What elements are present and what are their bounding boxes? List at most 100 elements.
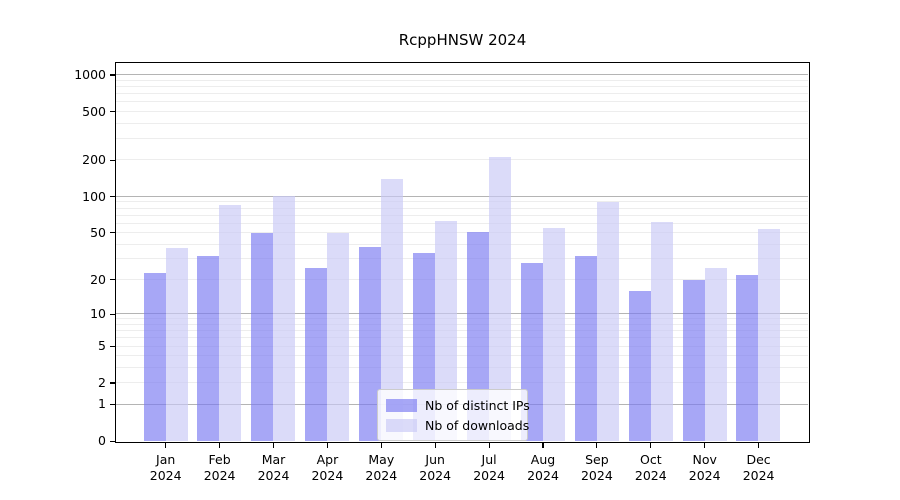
x-tick-mark <box>704 443 706 448</box>
x-label-month: Jan <box>156 452 176 467</box>
bar-distinct-ips-feb <box>197 255 220 441</box>
x-label-year: 2024 <box>634 467 667 483</box>
y-tick-label: 10 <box>90 306 106 322</box>
x-tick-label: Jan 2024 <box>131 452 201 483</box>
x-label-month: May <box>368 452 395 467</box>
bar-downloads-apr <box>327 232 350 441</box>
x-tick-mark <box>272 443 275 448</box>
x-label-month: Oct <box>639 452 662 467</box>
y-tick-mark <box>110 159 115 161</box>
x-label-month: Dec <box>746 452 771 467</box>
x-tick-mark <box>542 443 544 448</box>
y-tick-mark <box>110 195 115 198</box>
gridline-minor <box>116 138 808 139</box>
y-tick-mark <box>110 313 115 315</box>
gridline-minor <box>116 101 808 103</box>
gridline-minor <box>116 330 808 332</box>
x-label-month: Aug <box>530 452 556 467</box>
y-tick-label: 2 <box>98 374 106 390</box>
y-tick-label: 500 <box>82 103 106 119</box>
gridline-minor <box>116 222 808 224</box>
y-tick-mark <box>110 74 115 76</box>
x-label-month: Mar <box>261 452 286 467</box>
legend-swatch-distinct-ips <box>386 398 417 412</box>
gridline-minor <box>116 318 808 320</box>
bar-distinct-ips-sep <box>574 255 597 441</box>
y-tick-label: 0 <box>98 433 106 449</box>
bar-downloads-jun <box>435 220 457 441</box>
gridline-minor <box>116 122 808 124</box>
x-tick-mark <box>596 443 598 448</box>
gridline-minor <box>116 93 808 95</box>
gridline-minor <box>116 232 808 234</box>
x-tick-label: Dec 2024 <box>724 452 794 483</box>
bar-downloads-aug <box>542 227 565 441</box>
x-tick-mark <box>758 443 760 448</box>
x-label-month: Jul <box>481 452 497 467</box>
x-label-month: Feb <box>208 452 231 467</box>
legend: Nb of distinct IPs Nb of downloads <box>377 389 530 441</box>
plot-inner <box>116 63 808 441</box>
x-label-year: 2024 <box>257 467 290 483</box>
gridline-minor <box>116 367 808 369</box>
gridline-minor <box>116 159 808 161</box>
bar-downloads-jan <box>165 248 188 441</box>
x-label-year: 2024 <box>419 467 452 483</box>
bar-downloads-jul <box>488 157 511 441</box>
x-tick-label: Apr 2024 <box>292 452 362 483</box>
bar-distinct-ips-apr <box>305 268 328 441</box>
y-tick-mark <box>110 440 115 442</box>
gridline-major <box>116 313 808 315</box>
gridline-minor <box>116 86 808 88</box>
x-tick-mark <box>219 443 221 448</box>
x-label-year: 2024 <box>527 467 559 483</box>
y-tick-mark <box>110 345 115 347</box>
gridline-minor <box>116 79 808 81</box>
y-tick-label: 200 <box>82 152 106 168</box>
x-tick-mark <box>650 443 652 448</box>
legend-row-distinct-ips: Nb of distinct IPs <box>386 398 530 413</box>
y-tick-mark <box>110 382 115 384</box>
x-label-month: Apr <box>316 452 339 467</box>
y-tick-label: 50 <box>90 224 106 240</box>
bar-downloads-may <box>381 178 404 441</box>
x-label-year: 2024 <box>203 467 236 483</box>
x-tick-label: Nov 2024 <box>670 452 740 483</box>
x-label-month: Sep <box>585 452 609 467</box>
gridline-minor <box>116 207 808 209</box>
x-tick-mark <box>326 443 328 448</box>
bar-distinct-ips-may <box>359 246 382 441</box>
x-label-year: 2024 <box>149 467 182 483</box>
gridline-major <box>116 195 808 197</box>
y-tick-label: 5 <box>98 338 106 354</box>
legend-row-downloads: Nb of downloads <box>386 418 529 433</box>
y-tick-mark <box>110 279 115 281</box>
bar-downloads-mar <box>273 196 296 441</box>
gridline-minor <box>116 201 808 203</box>
bar-distinct-ips-dec <box>736 274 759 441</box>
gridline-minor <box>116 337 808 339</box>
legend-label-distinct-ips: Nb of distinct IPs <box>425 397 530 413</box>
x-label-year: 2024 <box>473 467 505 483</box>
x-tick-label: Feb 2024 <box>185 452 255 483</box>
bar-downloads-feb <box>219 204 242 441</box>
x-label-year: 2024 <box>311 467 344 483</box>
bar-distinct-ips-oct <box>628 290 651 441</box>
gridline-major <box>116 74 808 76</box>
gridline-minor <box>116 324 808 326</box>
x-tick-mark <box>165 443 167 448</box>
plot-area <box>115 62 810 443</box>
gridline-minor <box>116 382 808 384</box>
gridline-minor <box>116 111 808 112</box>
y-tick-label: 1000 <box>74 67 106 83</box>
x-label-year: 2024 <box>580 467 613 483</box>
x-tick-mark <box>434 443 436 448</box>
y-tick-mark <box>110 111 115 113</box>
gridline-minor <box>116 258 808 260</box>
x-tick-label: Jun 2024 <box>400 452 470 483</box>
x-label-month: Jun <box>425 452 445 467</box>
x-tick-label: Oct 2024 <box>616 452 686 483</box>
x-label-year: 2024 <box>742 467 775 483</box>
x-tick-mark <box>380 443 382 448</box>
